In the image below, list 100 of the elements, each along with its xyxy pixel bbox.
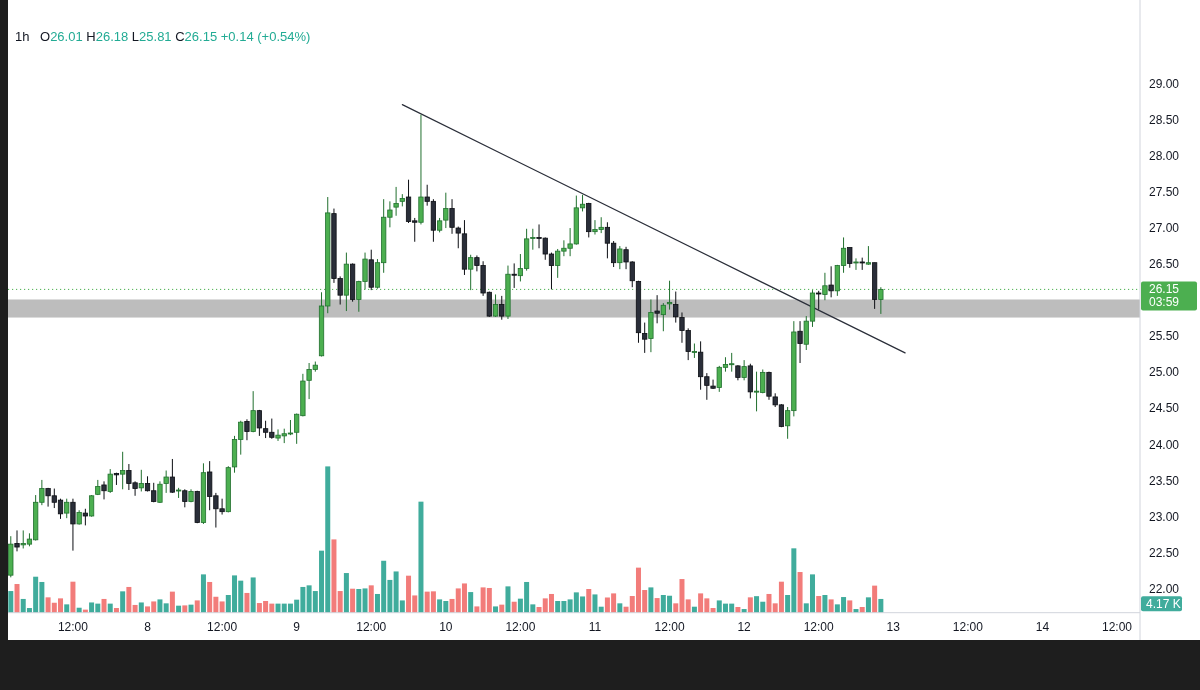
bar bbox=[747, 597, 753, 613]
y-tick-label: 25.50 bbox=[1149, 329, 1180, 344]
bar bbox=[468, 592, 474, 613]
bar bbox=[505, 586, 511, 613]
y-tick-label: 27.50 bbox=[1149, 184, 1180, 199]
candlestick bbox=[797, 320, 803, 364]
candlestick bbox=[511, 262, 517, 289]
candlestick bbox=[816, 290, 822, 311]
bar bbox=[586, 589, 592, 613]
y-tick-label: 22.00 bbox=[1149, 581, 1180, 596]
text: O26.01 H26.18 L25.81 C26.15 +0.14 (+0.54%) bbox=[40, 29, 311, 44]
bar bbox=[250, 577, 256, 613]
bar bbox=[219, 601, 225, 613]
bar bbox=[157, 599, 163, 613]
candlestick bbox=[617, 245, 623, 270]
candlestick bbox=[14, 529, 20, 552]
candlestick bbox=[169, 458, 175, 494]
bar bbox=[138, 602, 144, 613]
text: 1h bbox=[15, 29, 30, 44]
candlestick bbox=[101, 480, 107, 500]
y-tick-label: 28.50 bbox=[1149, 112, 1180, 127]
candlestick bbox=[673, 291, 679, 324]
bar bbox=[878, 598, 884, 613]
bar bbox=[511, 601, 517, 613]
candlestick bbox=[828, 265, 834, 298]
y-tick-label: 29.00 bbox=[1149, 76, 1180, 91]
candlestick bbox=[741, 359, 747, 381]
y-tick-label: 25.00 bbox=[1149, 365, 1180, 380]
bar bbox=[163, 603, 169, 613]
candlestick bbox=[138, 469, 144, 492]
x-tick-label: 12:00 bbox=[1101, 620, 1133, 635]
x-tick-label: 12:00 bbox=[57, 620, 89, 635]
bar bbox=[418, 501, 424, 613]
y-tick-label: 26.50 bbox=[1149, 257, 1180, 272]
x-tick-label: 12:00 bbox=[654, 620, 685, 635]
bar bbox=[200, 574, 206, 613]
x-tick-label: 12:00 bbox=[356, 620, 387, 635]
candlestick bbox=[847, 247, 853, 269]
candlestick bbox=[853, 257, 859, 271]
bar bbox=[132, 604, 138, 613]
bar bbox=[592, 594, 598, 613]
x-tick-label: 12:00 bbox=[952, 620, 984, 635]
x-tick-label: 14 bbox=[1035, 620, 1050, 635]
x-tick-label: 12:00 bbox=[207, 620, 238, 635]
candlestick bbox=[244, 418, 250, 441]
ref-line-label: 26.15 bbox=[1149, 282, 1180, 297]
y-tick-label: 24.00 bbox=[1149, 437, 1180, 452]
bar bbox=[847, 600, 853, 613]
bar bbox=[654, 598, 660, 613]
x-tick-label: 12:00 bbox=[803, 620, 835, 635]
x-tick-label: 9 bbox=[293, 620, 301, 635]
bar bbox=[828, 599, 834, 613]
bar bbox=[474, 606, 480, 613]
bar bbox=[64, 604, 70, 613]
bar bbox=[337, 591, 343, 613]
candlestick bbox=[393, 186, 399, 217]
y-tick-label: 23.00 bbox=[1149, 509, 1180, 524]
text: 03:59 bbox=[1149, 295, 1180, 310]
bar bbox=[648, 587, 654, 613]
candlestick bbox=[250, 390, 256, 433]
x-tick-label: 12 bbox=[737, 620, 752, 635]
candlestick bbox=[865, 245, 872, 266]
bar bbox=[120, 591, 126, 613]
candlestick bbox=[107, 468, 113, 494]
candlestick bbox=[182, 488, 188, 508]
bar bbox=[493, 606, 499, 613]
x-tick-label: 12:00 bbox=[505, 620, 536, 635]
candlestick bbox=[163, 470, 169, 494]
bar bbox=[356, 589, 362, 613]
bar bbox=[126, 586, 132, 613]
bar bbox=[350, 588, 356, 613]
x-tick-label: 10 bbox=[439, 620, 453, 635]
bar bbox=[70, 581, 76, 613]
candlestick bbox=[642, 322, 648, 354]
bar bbox=[362, 588, 368, 613]
x-tick-label: 8 bbox=[144, 620, 152, 635]
bar bbox=[169, 591, 175, 613]
bar bbox=[822, 595, 828, 613]
candlestick bbox=[64, 498, 70, 519]
candlestick bbox=[70, 498, 76, 552]
bar bbox=[368, 585, 374, 613]
candlestick bbox=[492, 293, 499, 318]
bar bbox=[685, 599, 691, 613]
x-tick-label: 11 bbox=[588, 620, 602, 635]
y-tick-label: 23.50 bbox=[1149, 473, 1180, 488]
bar bbox=[617, 603, 623, 613]
bar bbox=[865, 597, 871, 613]
candlestick bbox=[660, 302, 666, 332]
bar bbox=[101, 598, 107, 613]
bar bbox=[14, 584, 20, 613]
x-tick-label: 13 bbox=[886, 620, 901, 635]
bar bbox=[797, 572, 803, 613]
bar bbox=[182, 605, 188, 613]
y-tick-label: 24.50 bbox=[1149, 401, 1180, 416]
bar bbox=[8, 591, 14, 613]
text: 4.17 K bbox=[1146, 596, 1181, 611]
bar bbox=[872, 585, 878, 613]
bar bbox=[244, 592, 250, 613]
bar bbox=[766, 593, 772, 613]
candlestick bbox=[654, 294, 660, 324]
